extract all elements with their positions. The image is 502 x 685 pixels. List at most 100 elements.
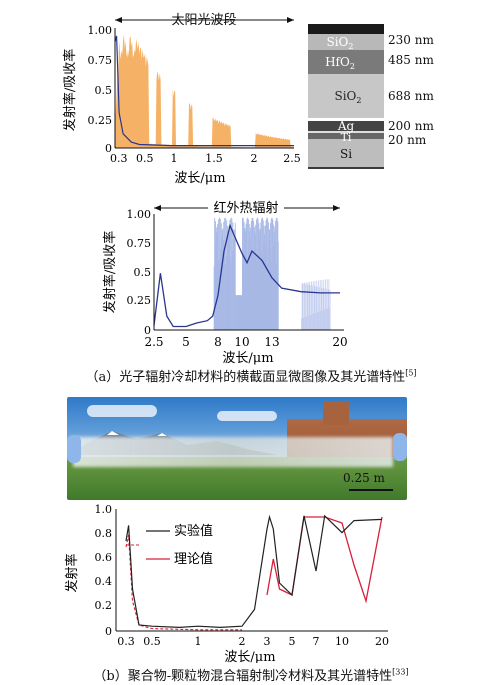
layer-label-ag: Ag — [337, 119, 355, 133]
ir-window-bar — [319, 280, 321, 330]
ir-window-bar — [314, 280, 316, 330]
ir-window-bar — [309, 315, 311, 330]
ir-window-bar — [232, 239, 234, 330]
solar-ytick: 0.75 — [88, 54, 113, 67]
ir-emissivity-curve — [153, 223, 340, 328]
right-hand — [393, 433, 407, 461]
ir-window-bar — [325, 279, 326, 330]
ir-window-bar — [237, 295, 239, 330]
solar-emissivity-curve — [114, 35, 294, 147]
b-xtick: 0.5 — [143, 635, 161, 648]
ir-window-bar — [225, 217, 227, 330]
solar-spectrum-chart: 太阳光波段 1.00 0.75 0.5 0.25 0 0.3 0.5 1 1.5… — [62, 13, 300, 186]
ir-window-bar — [301, 283, 303, 330]
ir-window-bar — [240, 295, 241, 330]
ir-bracket-label: 红外热辐射 — [213, 200, 278, 216]
ir-window-bar — [239, 295, 241, 330]
solar-xtick: 1 — [171, 152, 178, 165]
ir-window-bar — [309, 281, 311, 330]
layer-sio2-mid — [308, 74, 384, 118]
solar-bracket-label: 太阳光波段 — [171, 13, 236, 28]
ir-window-bar — [218, 219, 219, 330]
ir-window-bar — [318, 280, 319, 330]
ir-ytick: 0 — [144, 324, 151, 337]
ir-window-bar — [231, 250, 233, 330]
ir-window-bar — [237, 295, 239, 330]
ir-window-bar — [227, 233, 229, 330]
ir-window-bar — [224, 264, 226, 330]
ir-xtick: 8 — [214, 335, 222, 349]
ir-window-bar — [229, 219, 231, 330]
ir-window-bar — [318, 311, 320, 330]
ir-ylabel: 发射率/吸收率 — [102, 231, 118, 313]
ir-window-bar — [223, 221, 225, 330]
ir-xtick: 10 — [234, 335, 249, 349]
layer-label-sio2-top: SiO2 — [327, 35, 354, 51]
ir-window-bar — [322, 310, 323, 330]
ir-window-bar — [219, 260, 221, 330]
polymer-film — [73, 437, 393, 467]
ir-window-bar — [234, 222, 236, 330]
solar-ytick: 0.5 — [95, 84, 113, 97]
solar-xtick: 2 — [251, 152, 258, 165]
layer-label-si: Si — [340, 147, 352, 161]
ir-window-bar — [316, 312, 318, 330]
ir-window-bar — [319, 287, 320, 330]
ir-xtick: 5 — [182, 335, 190, 349]
ir-window-bar — [236, 295, 238, 330]
solar-xtick: 0.5 — [136, 152, 154, 165]
ir-window-bar — [323, 279, 325, 330]
layer-ti — [308, 133, 384, 139]
b-xtick: 0.3 — [117, 635, 135, 648]
ir-window-bar — [304, 317, 306, 330]
ir-window-bar — [308, 284, 310, 330]
ir-window-bar — [301, 318, 302, 330]
b-xtick: 3 — [264, 635, 271, 648]
ir-window-bar — [220, 223, 222, 330]
ir-window-bar — [310, 285, 312, 330]
b-ytick: 0.4 — [95, 575, 113, 588]
b-ytick: 0.2 — [95, 599, 113, 612]
b-xtick: 7 — [313, 635, 320, 648]
ir-spectrum-chart: 红外热辐射 1.00 0.75 0.5 0.25 0 2.5 5 8 10 13… — [102, 200, 348, 365]
ir-window-bar — [311, 281, 312, 330]
solar-ytick: 1.00 — [88, 24, 113, 37]
ir-window-bar — [315, 286, 317, 330]
solar-ylabel: 发射率/吸收率 — [62, 49, 78, 131]
legend-theory-label: 理论值 — [174, 551, 213, 567]
b-ytick: 1.0 — [95, 503, 113, 516]
b-xtick: 10 — [335, 635, 349, 648]
caption-b: （b）聚合物-颗粒物混合辐射制冷材料及其光谱特性[33] — [93, 667, 409, 684]
solar-xtick: 0.3 — [110, 152, 128, 165]
layer-hfo2 — [308, 50, 384, 74]
layer-thickness: 485 nm — [388, 53, 434, 67]
caption-a: （a）光子辐射冷却材料的横截面显微图像及其光谱特性[5] — [85, 368, 417, 385]
ir-xtick: 13 — [264, 335, 279, 349]
b-xtick: 20 — [375, 635, 389, 648]
ir-window-bar — [326, 279, 328, 330]
ir-window-bar — [233, 229, 235, 330]
ir-window-bar — [315, 313, 316, 330]
solar-ytick: 0 — [105, 142, 112, 155]
ir-window-bar — [321, 280, 323, 330]
ir-window-bar — [328, 279, 330, 330]
ir-window-bar — [327, 308, 329, 330]
ir-window-bar — [221, 230, 223, 330]
ir-xlabel: 波长/μm — [222, 351, 273, 365]
ir-window-bar — [317, 286, 319, 330]
layer-thickness: 230 nm — [388, 33, 434, 47]
ir-window-bar — [316, 280, 318, 330]
ir-window-bar — [213, 266, 215, 330]
ir-window-bar — [225, 255, 227, 330]
ir-window-bar — [226, 243, 228, 330]
b-xtick: 2 — [239, 635, 246, 648]
ir-window-bar — [320, 310, 322, 330]
b-ytick: 0 — [105, 625, 112, 638]
ir-window-bar — [222, 240, 224, 330]
ir-window-bar — [230, 217, 232, 330]
ir-window-bar — [304, 282, 305, 330]
photo-tower — [323, 401, 349, 425]
ir-ytick: 0.5 — [134, 266, 152, 279]
layer-label-hfo2: HfO2 — [325, 55, 355, 71]
ir-window-bar — [321, 287, 322, 330]
